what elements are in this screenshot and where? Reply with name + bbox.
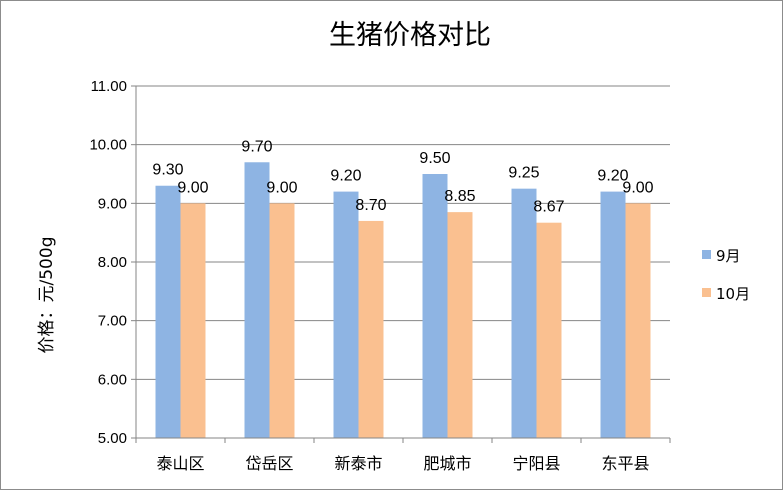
y-tick-label: 9.00 [98, 195, 127, 212]
data-label: 8.70 [355, 197, 386, 214]
data-label: 9.00 [622, 179, 653, 196]
y-tick-label: 8.00 [98, 254, 127, 271]
gridlines [131, 85, 670, 439]
x-category-labels: 泰山区 岱岳区 新泰市 肥城市 宁阳县 东平县 [156, 454, 649, 473]
bar-sep [600, 191, 626, 438]
legend-swatch [702, 288, 711, 297]
x-category-label: 新泰市 [334, 454, 382, 473]
axes [135, 86, 671, 443]
data-label: 9.20 [597, 168, 628, 185]
bar-sep [422, 174, 448, 438]
data-label: 9.25 [508, 165, 539, 182]
bar-oct [269, 203, 295, 438]
bar-sep [244, 162, 270, 438]
data-label: 9.20 [330, 168, 361, 185]
data-label: 9.70 [241, 138, 272, 155]
legend-label: 9月 [716, 247, 741, 265]
bars [155, 162, 651, 438]
chart-title: 生猪价格对比 [329, 20, 491, 51]
x-category-label: 岱岳区 [245, 454, 293, 473]
data-labels: 9.309.009.709.009.208.709.508.859.258.67… [152, 138, 653, 215]
y-tick-label: 6.00 [98, 371, 127, 388]
x-category-label: 宁阳县 [512, 454, 560, 473]
data-label: 9.00 [177, 179, 208, 196]
y-tick-label: 10.00 [89, 137, 127, 154]
data-label: 8.67 [533, 199, 564, 216]
legend: 9月 10月 [702, 247, 750, 303]
legend-label: 10月 [716, 285, 750, 303]
bar-sep [511, 188, 537, 438]
bar-oct [180, 203, 206, 438]
bar-oct [358, 220, 384, 438]
bar-sep [155, 185, 181, 438]
bar-oct [447, 212, 473, 438]
data-label: 8.85 [444, 188, 475, 205]
data-label: 9.50 [419, 150, 450, 167]
x-category-label: 泰山区 [156, 454, 204, 473]
y-tick-labels: 5.00 6.00 7.00 8.00 9.00 10.00 11.00 [89, 78, 127, 447]
y-tick-label: 7.00 [98, 313, 127, 330]
y-tick-label: 5.00 [98, 430, 127, 447]
legend-swatch [702, 250, 711, 259]
bar-oct [536, 222, 562, 438]
x-category-label: 东平县 [601, 454, 649, 473]
data-label: 9.30 [152, 162, 183, 179]
bar-oct [625, 203, 651, 438]
bar-sep [333, 191, 359, 438]
data-label: 9.00 [266, 179, 297, 196]
y-axis-label: 价格：元/500g [37, 237, 57, 354]
x-category-label: 肥城市 [423, 454, 471, 473]
y-tick-label: 11.00 [91, 78, 127, 95]
